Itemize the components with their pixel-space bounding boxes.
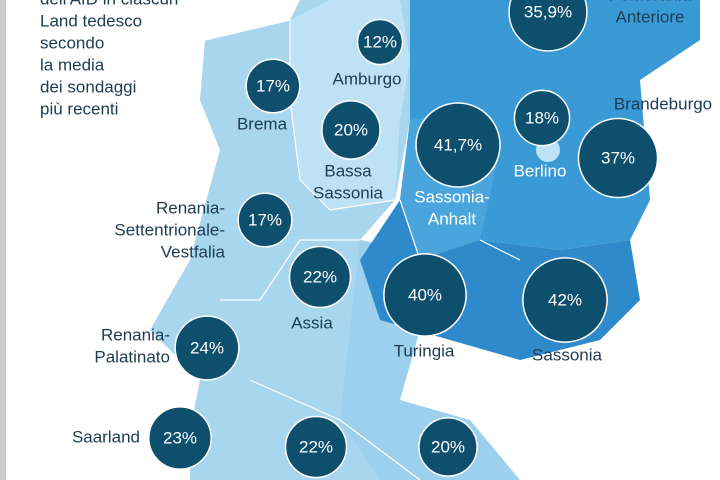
bubble-label: 40% xyxy=(408,285,442,304)
region-name: Anhalt xyxy=(428,209,476,228)
region-name: Palatinato xyxy=(94,347,170,366)
bubble-label: 22% xyxy=(299,437,333,456)
side-bar xyxy=(0,0,6,480)
bubble xyxy=(284,415,348,479)
regions: 35,9% Pomerania Anteriore 12% Amburgo 17% Brem… xyxy=(72,0,712,479)
bubble xyxy=(174,315,240,381)
bubble-label: 17% xyxy=(256,76,290,95)
bubble xyxy=(237,192,293,248)
region-name: Renania- xyxy=(156,198,225,217)
bubble xyxy=(415,102,501,188)
region-name: Berlino xyxy=(514,161,567,180)
region-name: Bassa xyxy=(324,161,372,180)
region-name: Sassonia xyxy=(313,183,383,202)
region-name: Assia xyxy=(291,313,333,332)
region-name: Anteriore xyxy=(616,7,685,26)
bubble-label: 37% xyxy=(601,148,635,167)
caption-line: Land tedesco xyxy=(40,11,142,30)
bubble-label: 17% xyxy=(248,210,282,229)
bubble xyxy=(148,406,212,470)
borders xyxy=(204,19,521,480)
bubble xyxy=(513,89,571,147)
bubble xyxy=(245,58,301,114)
caption-line: dell'AfD in ciascun xyxy=(40,0,178,8)
bubble-label: 20% xyxy=(431,437,465,456)
region-name: Brema xyxy=(237,114,288,133)
bubble-label: 22% xyxy=(303,267,337,286)
bubble xyxy=(356,18,404,66)
region-name: Amburgo xyxy=(333,69,402,88)
bubble-label: 23% xyxy=(163,428,197,447)
bubble-label: 12% xyxy=(363,32,397,51)
bubble xyxy=(288,245,352,309)
bubble xyxy=(522,257,608,343)
region-name: Pomerania xyxy=(609,0,692,4)
bubble xyxy=(508,0,588,52)
caption-line: più recenti xyxy=(40,99,118,118)
caption-panel xyxy=(6,0,196,130)
region-name: Settentrionale- xyxy=(114,220,225,239)
bubble-label: 18% xyxy=(525,108,559,127)
bubble xyxy=(321,100,381,160)
caption-line: secondo xyxy=(40,33,104,52)
caption-line: la media xyxy=(40,55,105,74)
bubble-label: 35,9% xyxy=(524,2,572,21)
bubble xyxy=(383,253,467,337)
region-name: Brandeburgo xyxy=(614,94,712,113)
region-name: Sassonia xyxy=(532,345,602,364)
region-name: Turingia xyxy=(394,341,455,360)
bubble-label: 41,7% xyxy=(434,135,482,154)
bubble-label: 42% xyxy=(548,290,582,309)
bubble xyxy=(577,117,659,199)
region-name: Sassonia- xyxy=(414,187,490,206)
region-name: Renania- xyxy=(101,325,170,344)
region-name: Saarland xyxy=(72,427,140,446)
bubble-label: 20% xyxy=(334,120,368,139)
caption-line: dei sondaggi xyxy=(40,77,136,96)
caption: dell'AfD in ciascun Land tedesco secondo la… xyxy=(40,0,178,118)
region-name: Vestfalia xyxy=(161,242,226,261)
bubble-label: 24% xyxy=(190,338,224,357)
bubble xyxy=(418,417,478,477)
